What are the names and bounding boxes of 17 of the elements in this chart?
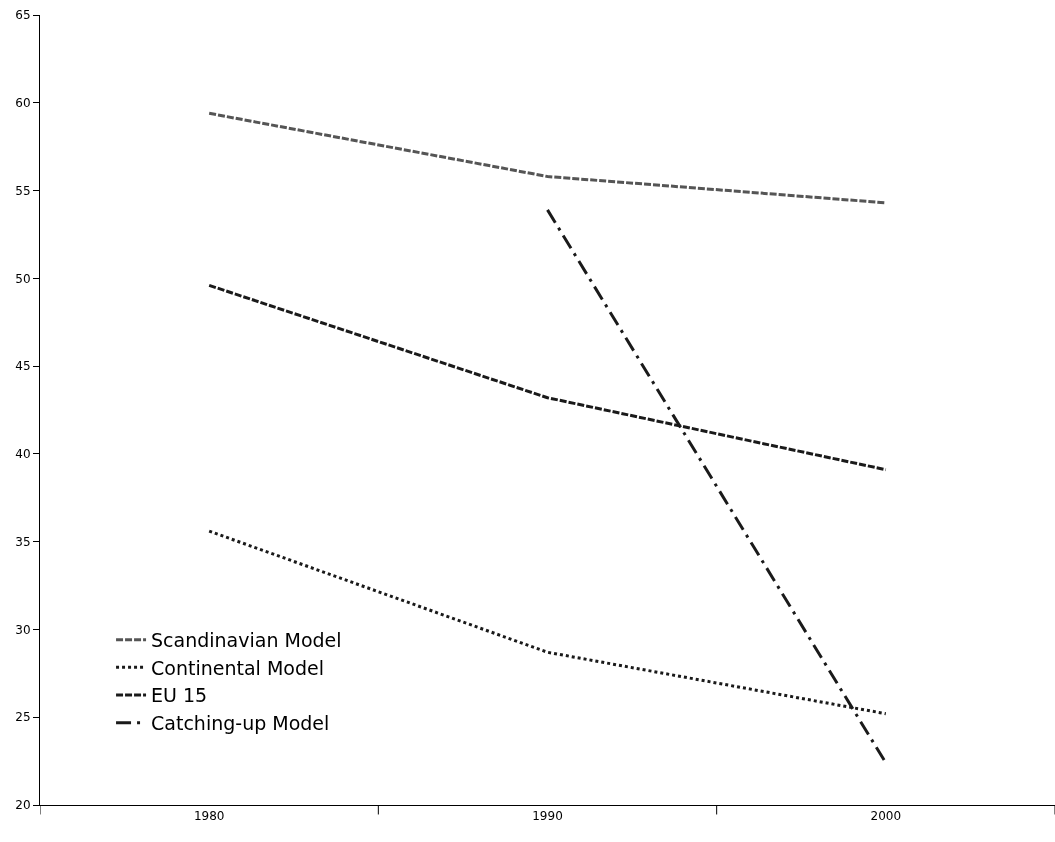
x-tick-label: 2000	[870, 809, 902, 824]
y-tick-label: 20	[15, 798, 31, 813]
y-tick-label: 35	[15, 534, 31, 549]
y-tick-label: 50	[15, 271, 31, 286]
legend-label: EU 15	[151, 684, 208, 707]
y-tick-label: 55	[15, 183, 31, 198]
legend-label: Continental Model	[151, 656, 324, 679]
y-tick-label: 45	[15, 359, 31, 374]
y-tick-label: 40	[15, 447, 31, 462]
y-tick-label: 25	[15, 710, 31, 725]
legend-label: Scandinavian Model	[151, 629, 342, 652]
y-tick-label: 60	[15, 95, 31, 110]
x-tick-label: 1990	[532, 809, 563, 824]
y-tick-label: 30	[15, 622, 31, 637]
legend-label: Catching-up Model	[151, 712, 330, 735]
y-tick-label: 65	[15, 8, 31, 23]
x-tick-label: 1980	[193, 809, 225, 824]
